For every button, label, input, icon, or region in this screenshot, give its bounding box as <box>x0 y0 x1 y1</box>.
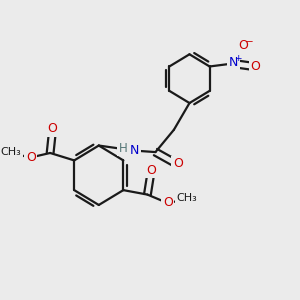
Text: O: O <box>163 196 173 209</box>
Text: CH₃: CH₃ <box>1 147 21 158</box>
Text: O: O <box>26 151 36 164</box>
Text: O: O <box>173 158 183 170</box>
Text: −: − <box>244 37 253 47</box>
Text: O: O <box>47 122 57 135</box>
Text: +: + <box>234 54 242 63</box>
Text: O: O <box>146 164 156 177</box>
Text: O: O <box>250 60 260 73</box>
Text: CH₃: CH₃ <box>177 194 197 203</box>
Text: O: O <box>238 39 248 52</box>
Text: N: N <box>130 144 139 157</box>
Text: H: H <box>119 142 128 155</box>
Text: N: N <box>229 56 238 68</box>
